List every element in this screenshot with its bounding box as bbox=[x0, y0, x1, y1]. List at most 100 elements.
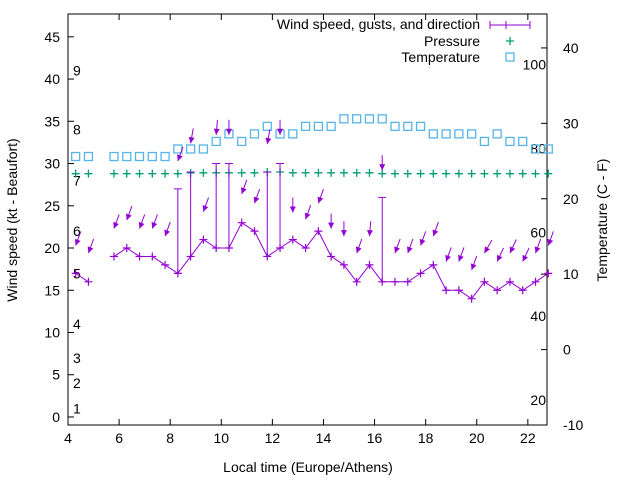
fahrenheit-label: 60 bbox=[530, 224, 546, 240]
x-tick-label: 20 bbox=[469, 430, 485, 446]
legend: Wind speed, gusts, and direction Pressur… bbox=[277, 16, 531, 65]
temperature-point bbox=[211, 136, 221, 147]
wind-direction-arrowhead bbox=[458, 254, 464, 262]
pressure-point bbox=[403, 169, 412, 178]
y2-tick-label: 40 bbox=[563, 40, 579, 56]
wind-speed-point bbox=[365, 260, 374, 269]
x-tick-label: 16 bbox=[367, 430, 383, 446]
wind-direction-arrowhead bbox=[509, 246, 516, 254]
y2-axis-label: Temperature (C - F) bbox=[594, 159, 610, 282]
wind-direction-arrowhead bbox=[432, 229, 439, 237]
temperature-point bbox=[492, 129, 502, 139]
pressure-point bbox=[173, 169, 182, 178]
temperature-point bbox=[147, 151, 157, 162]
pressure-point bbox=[161, 169, 170, 178]
wind-speed-point bbox=[109, 252, 118, 261]
pressure-point bbox=[365, 168, 374, 177]
wind-direction-arrowhead bbox=[277, 128, 284, 135]
wind-direction-arrowhead bbox=[213, 128, 220, 135]
wind-speed-point bbox=[314, 227, 323, 236]
wind-direction-arrowhead bbox=[355, 246, 362, 254]
legend-label-pressure: Pressure bbox=[424, 33, 480, 49]
temperature-point bbox=[134, 151, 145, 162]
wind-direction-arrowhead bbox=[87, 246, 94, 254]
x-tick-label: 12 bbox=[265, 430, 281, 446]
temperature-point bbox=[390, 121, 400, 132]
temperature-point bbox=[237, 136, 247, 147]
y-tick-label: 35 bbox=[44, 113, 60, 129]
wind-direction-arrowhead bbox=[445, 254, 451, 262]
temperature-point bbox=[109, 151, 119, 162]
temperature-point bbox=[339, 114, 349, 124]
wind-speed-point bbox=[442, 286, 451, 295]
temperature-point bbox=[377, 114, 387, 124]
temperature-point bbox=[543, 144, 553, 154]
wind-direction-arrowhead bbox=[289, 206, 296, 213]
wind-speed-point bbox=[352, 277, 361, 286]
wind-speed-point bbox=[237, 218, 246, 227]
temperature-point bbox=[466, 129, 477, 139]
y-tick-label: 10 bbox=[44, 324, 60, 340]
pressure-point bbox=[250, 168, 259, 177]
temperature-point bbox=[326, 121, 336, 132]
pressure-point bbox=[135, 169, 144, 178]
pressure-point bbox=[544, 169, 553, 178]
gust-bar bbox=[186, 171, 195, 257]
wind-direction-arrowhead bbox=[470, 263, 477, 270]
x-tick-label: 10 bbox=[213, 430, 229, 446]
pressure-point bbox=[378, 169, 387, 178]
wind-direction-arrowhead bbox=[240, 187, 247, 194]
pressure-point bbox=[339, 168, 348, 177]
wind-speed-point bbox=[454, 286, 463, 295]
wind-speed-point bbox=[480, 277, 489, 286]
wind-speed-point bbox=[288, 235, 297, 244]
gust-bar bbox=[212, 163, 221, 249]
pressure-point bbox=[429, 169, 438, 178]
wind-direction-arrowhead bbox=[394, 246, 400, 254]
temperature-point bbox=[300, 121, 311, 132]
y2-tick-label: 20 bbox=[563, 191, 579, 207]
temperature-point bbox=[288, 129, 298, 139]
temperature-point bbox=[479, 136, 490, 147]
x-tick-label: 14 bbox=[316, 430, 332, 446]
wind-speed-point bbox=[493, 286, 502, 295]
wind-direction-arrowhead bbox=[317, 196, 324, 204]
wind-speed-point bbox=[122, 244, 131, 253]
wind-direction-arrowhead bbox=[379, 164, 386, 171]
fahrenheit-label: 20 bbox=[530, 392, 546, 408]
beaufort-label: 6 bbox=[73, 223, 81, 239]
pressure-point bbox=[505, 169, 514, 178]
temperature-point bbox=[518, 136, 528, 147]
gust-bar bbox=[276, 163, 285, 249]
beaufort-label: 9 bbox=[73, 63, 81, 79]
wind-speed-point bbox=[339, 260, 348, 269]
pressure-point bbox=[84, 169, 93, 178]
pressure-point bbox=[288, 168, 297, 177]
gust-bar bbox=[224, 163, 233, 249]
wind-speed-point bbox=[327, 252, 336, 261]
wind-speed-point bbox=[199, 235, 208, 244]
wind-speed-point bbox=[250, 227, 259, 236]
wind-direction-arrowhead bbox=[151, 221, 158, 229]
wind-speed-point bbox=[467, 294, 476, 303]
temperature-point bbox=[83, 151, 94, 162]
pressure-point bbox=[148, 169, 157, 178]
pressure-point bbox=[109, 169, 118, 178]
temperature-point bbox=[364, 114, 375, 124]
y2-tick-label: 30 bbox=[563, 115, 579, 131]
pressure-point bbox=[71, 169, 80, 178]
pressure-point bbox=[237, 168, 246, 177]
plot-frame bbox=[67, 13, 548, 426]
wind-speed-point bbox=[84, 277, 93, 286]
temperature-point bbox=[249, 129, 260, 139]
wind-direction-arrowhead bbox=[265, 137, 272, 145]
pressure-point bbox=[454, 169, 463, 178]
wind-direction-arrowhead bbox=[497, 254, 503, 262]
pressure-point bbox=[314, 168, 323, 177]
wind-speed-point bbox=[390, 277, 399, 286]
x-tick-label: 4 bbox=[64, 430, 72, 446]
pressure-point bbox=[416, 169, 425, 178]
wind-direction-arrowhead bbox=[407, 246, 413, 254]
pressure-point bbox=[531, 169, 540, 178]
x-tick-label: 8 bbox=[166, 430, 174, 446]
